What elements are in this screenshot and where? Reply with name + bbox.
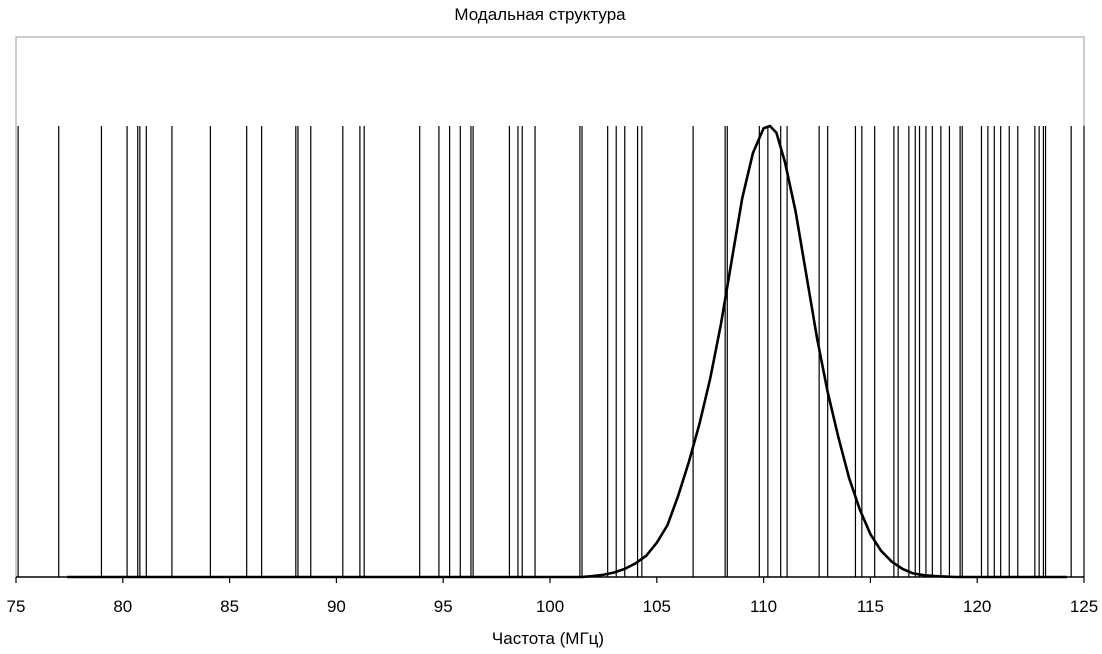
x-tick-label-4: 95 bbox=[434, 597, 453, 616]
curve-series bbox=[67, 124, 1067, 579]
chart-title: Модальная структура bbox=[454, 5, 626, 24]
x-tick-label-6: 105 bbox=[643, 597, 671, 616]
x-tick-label-7: 110 bbox=[750, 597, 777, 616]
x-tick-label-0: 75 bbox=[7, 597, 26, 616]
x-tick-label-10: 125 bbox=[1070, 597, 1098, 616]
x-tick-label-2: 85 bbox=[220, 597, 239, 616]
x-tick-label-3: 90 bbox=[327, 597, 346, 616]
x-tick-label-1: 80 bbox=[113, 597, 132, 616]
plot-frame bbox=[15, 36, 1085, 578]
x-axis-ticks: 75 80 85 90 95 100 105 110 115 120 125 bbox=[7, 577, 1098, 616]
x-tick-label-8: 115 bbox=[857, 597, 884, 616]
vertical-lines-series bbox=[17, 126, 1085, 577]
x-axis-label: Частота (МГц) bbox=[492, 629, 604, 648]
x-tick-label-9: 120 bbox=[963, 597, 991, 616]
x-tick-label-5: 100 bbox=[536, 597, 564, 616]
